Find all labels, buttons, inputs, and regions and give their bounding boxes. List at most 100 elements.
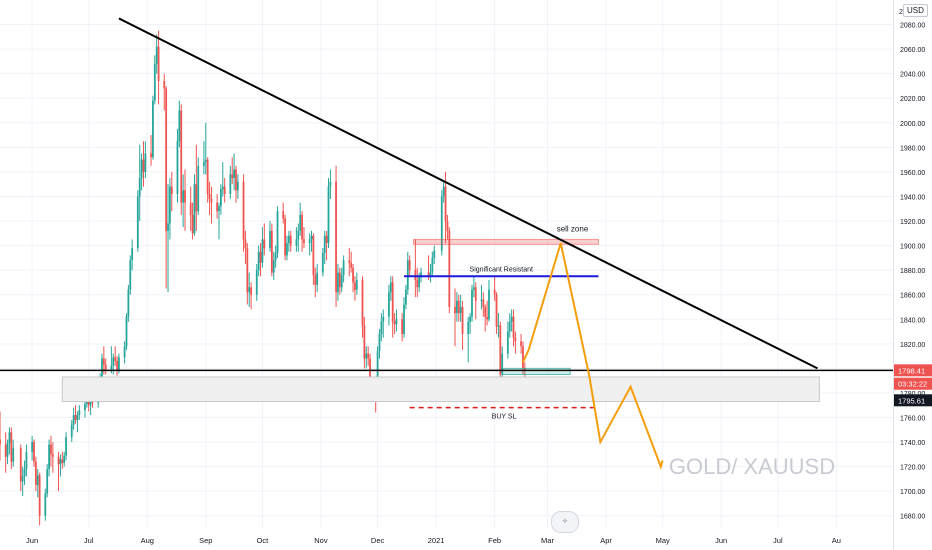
candle <box>63 451 66 467</box>
candle-body <box>286 243 288 256</box>
candle <box>138 144 141 222</box>
candle <box>104 358 107 375</box>
candle-body <box>140 159 143 179</box>
resistance-label: Significant Resistant <box>470 266 533 273</box>
candle-body <box>74 415 77 420</box>
candle <box>180 104 183 215</box>
candle-body <box>25 451 28 470</box>
candle-body <box>155 46 158 64</box>
candle <box>74 405 77 424</box>
candle <box>522 341 524 375</box>
candle <box>184 169 186 231</box>
candle-body <box>46 469 49 494</box>
candle-body <box>257 251 260 271</box>
candle <box>391 276 394 338</box>
candle-body <box>114 357 117 362</box>
candle <box>218 202 220 240</box>
candle <box>284 214 286 261</box>
support-zone <box>61 376 820 403</box>
candle <box>206 157 209 203</box>
price-scale[interactable] <box>893 0 932 550</box>
candle <box>127 284 130 322</box>
candle <box>261 227 264 268</box>
candle-body <box>101 358 103 377</box>
candle-body <box>167 223 169 231</box>
candle <box>10 427 13 470</box>
candle <box>406 251 409 295</box>
candle-body <box>301 214 303 240</box>
candle <box>342 255 345 283</box>
candle <box>167 184 169 293</box>
candle-body <box>284 218 286 256</box>
candle <box>403 297 405 338</box>
candle-body <box>431 257 434 273</box>
candle-body <box>361 279 364 326</box>
candle-body <box>342 260 345 276</box>
candle-body <box>408 260 411 271</box>
candle-body <box>102 358 105 365</box>
candle <box>202 141 205 175</box>
candle-body <box>70 424 73 438</box>
candle <box>112 353 115 375</box>
candle <box>50 435 52 467</box>
candle <box>114 346 117 366</box>
candle-body <box>153 63 156 101</box>
candle <box>257 245 260 277</box>
candle-body <box>165 88 168 231</box>
currency-label[interactable]: USD <box>903 4 928 17</box>
candle-body <box>522 346 524 369</box>
candle-body <box>376 351 379 396</box>
candle-body <box>457 300 460 314</box>
candle-body <box>189 202 192 215</box>
candle-body <box>461 306 464 334</box>
candle-body <box>78 410 81 416</box>
candle <box>155 34 158 74</box>
gridlines <box>0 0 893 528</box>
candle-body <box>454 306 456 314</box>
candle-body <box>178 110 181 142</box>
candle-body <box>142 159 145 172</box>
candle <box>152 95 154 160</box>
candle-body <box>391 282 394 322</box>
candle-body <box>223 186 226 195</box>
candle-body <box>501 353 504 375</box>
candle-body <box>299 214 302 231</box>
candle <box>101 353 103 381</box>
candle-body <box>363 325 366 359</box>
candle-body <box>274 252 277 261</box>
candle-body <box>369 358 371 386</box>
candle <box>216 194 219 219</box>
candle <box>484 304 487 332</box>
candle <box>169 178 171 240</box>
candle <box>287 230 290 252</box>
candle-body <box>446 221 449 231</box>
buy-zone <box>501 367 571 376</box>
candle <box>408 255 411 277</box>
candle <box>25 444 28 477</box>
candle <box>123 341 126 364</box>
candle-body <box>61 459 64 463</box>
candle-body <box>72 415 75 425</box>
candle-body <box>401 319 404 334</box>
candle <box>486 300 488 326</box>
candle <box>46 464 49 498</box>
candle-body <box>131 248 134 261</box>
candle-body <box>150 153 152 158</box>
candle-body <box>269 230 271 249</box>
candle <box>31 435 33 461</box>
candle <box>461 300 464 350</box>
candle <box>448 227 451 314</box>
candle-body <box>471 289 473 317</box>
candle <box>380 313 383 342</box>
candle <box>221 162 224 197</box>
candle <box>493 276 496 301</box>
candle <box>446 214 449 240</box>
candle-body <box>261 239 264 263</box>
candle <box>363 316 366 369</box>
candle <box>501 346 504 381</box>
candle-body <box>250 287 252 295</box>
candle-body <box>316 272 319 285</box>
candle <box>116 356 118 376</box>
candle-body <box>484 306 487 317</box>
